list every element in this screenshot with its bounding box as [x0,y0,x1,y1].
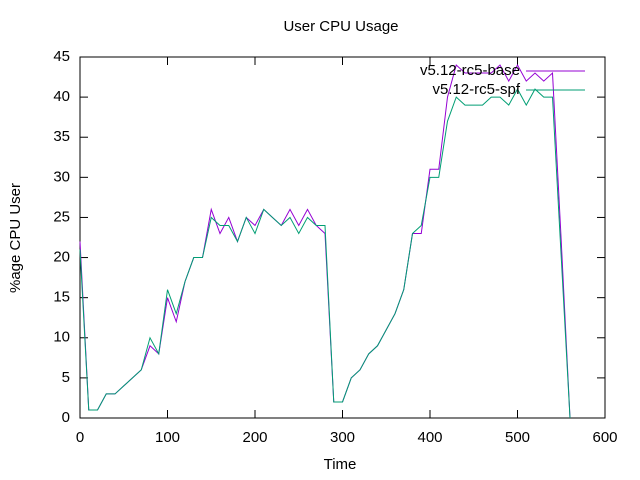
y-tick-label: 0 [62,409,70,426]
y-tick-label: 5 [62,369,70,386]
x-tick-label: 300 [330,429,355,446]
data-line [79,88,571,419]
y-tick-label: 40 [53,88,70,105]
y-tick-label: 35 [53,128,70,145]
legend-label: v5.12-rc5-spf [432,81,520,98]
y-tick-label: 25 [53,208,70,225]
data-line [79,63,571,419]
y-tick-label: 10 [53,329,70,346]
y-tick-label: 15 [53,289,70,306]
x-axis-label: Time [324,456,357,473]
x-tick-label: 400 [417,429,442,446]
x-tick-label: 100 [155,429,180,446]
x-tick-label: 200 [242,429,267,446]
chart-title: User CPU Usage [283,18,398,35]
plot-border [79,56,606,419]
x-tick-label: 500 [505,429,530,446]
y-tick-label: 30 [53,168,70,185]
y-tick-label: 45 [53,48,70,65]
x-tick-label: 600 [592,429,617,446]
x-tick-label: 0 [76,429,84,446]
y-tick-label: 20 [53,249,70,266]
legend-label: v5.12-rc5-base [420,62,520,79]
y-axis-label: %age CPU User [7,183,24,293]
